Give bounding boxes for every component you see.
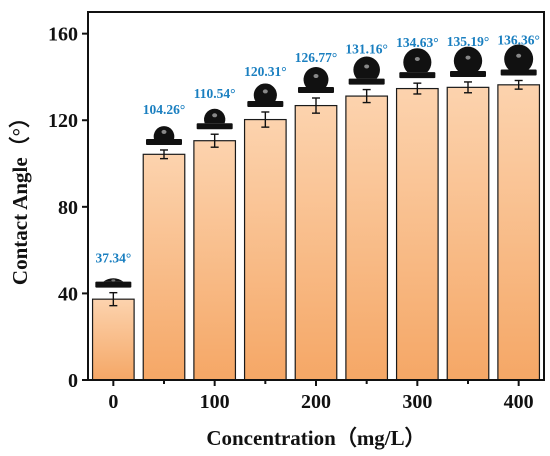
- bar: [193, 140, 237, 381]
- y-tick-label: 80: [58, 197, 78, 219]
- droplet-inset: [450, 46, 486, 77]
- y-tick-label: 0: [68, 370, 78, 392]
- error-bar: [362, 88, 371, 104]
- data-label: 104.26°: [143, 102, 186, 117]
- error-bar: [261, 111, 270, 128]
- error-bar: [210, 133, 219, 148]
- x-tick-label: 100: [200, 391, 230, 413]
- droplet-inset: [298, 67, 334, 94]
- bar: [142, 153, 186, 381]
- error-bar: [413, 82, 422, 95]
- data-label: 134.63°: [396, 35, 439, 50]
- droplet-inset: [196, 108, 233, 130]
- y-tick-label: 40: [58, 283, 78, 305]
- y-tick-label: 120: [48, 110, 78, 132]
- x-tick-label: 200: [301, 391, 331, 413]
- bar: [91, 298, 135, 381]
- bar: [294, 104, 338, 381]
- data-label: 136.36°: [497, 32, 540, 47]
- x-axis-title: Concentration（mg/L）: [206, 426, 425, 450]
- y-tick-label: 160: [48, 24, 78, 46]
- droplet-inset: [146, 126, 182, 145]
- x-tick-label: 400: [504, 391, 534, 413]
- data-label: 126.77°: [295, 50, 338, 65]
- data-label: 135.19°: [447, 34, 490, 49]
- droplet-inset: [500, 44, 537, 76]
- error-bar: [312, 97, 320, 114]
- error-bar: [109, 291, 118, 307]
- x-tick-label: 0: [108, 391, 118, 413]
- data-label: 120.31°: [244, 64, 287, 79]
- droplet-inset: [348, 56, 385, 85]
- bar: [446, 86, 490, 381]
- error-bar: [464, 81, 472, 94]
- y-axis-title: Contact Angle（°）: [8, 107, 32, 285]
- droplet-inset: [247, 83, 284, 107]
- bar: [243, 118, 287, 381]
- data-label: 37.34°: [95, 251, 131, 266]
- bar: [497, 84, 541, 381]
- data-label: 131.16°: [345, 42, 388, 57]
- bar: [345, 95, 389, 381]
- droplet-inset: [95, 278, 132, 288]
- error-bar: [160, 149, 168, 160]
- data-label: 110.54°: [194, 86, 236, 101]
- error-bar: [514, 79, 523, 90]
- bar: [395, 87, 439, 381]
- droplet-inset: [399, 48, 436, 79]
- x-tick-label: 300: [402, 391, 432, 413]
